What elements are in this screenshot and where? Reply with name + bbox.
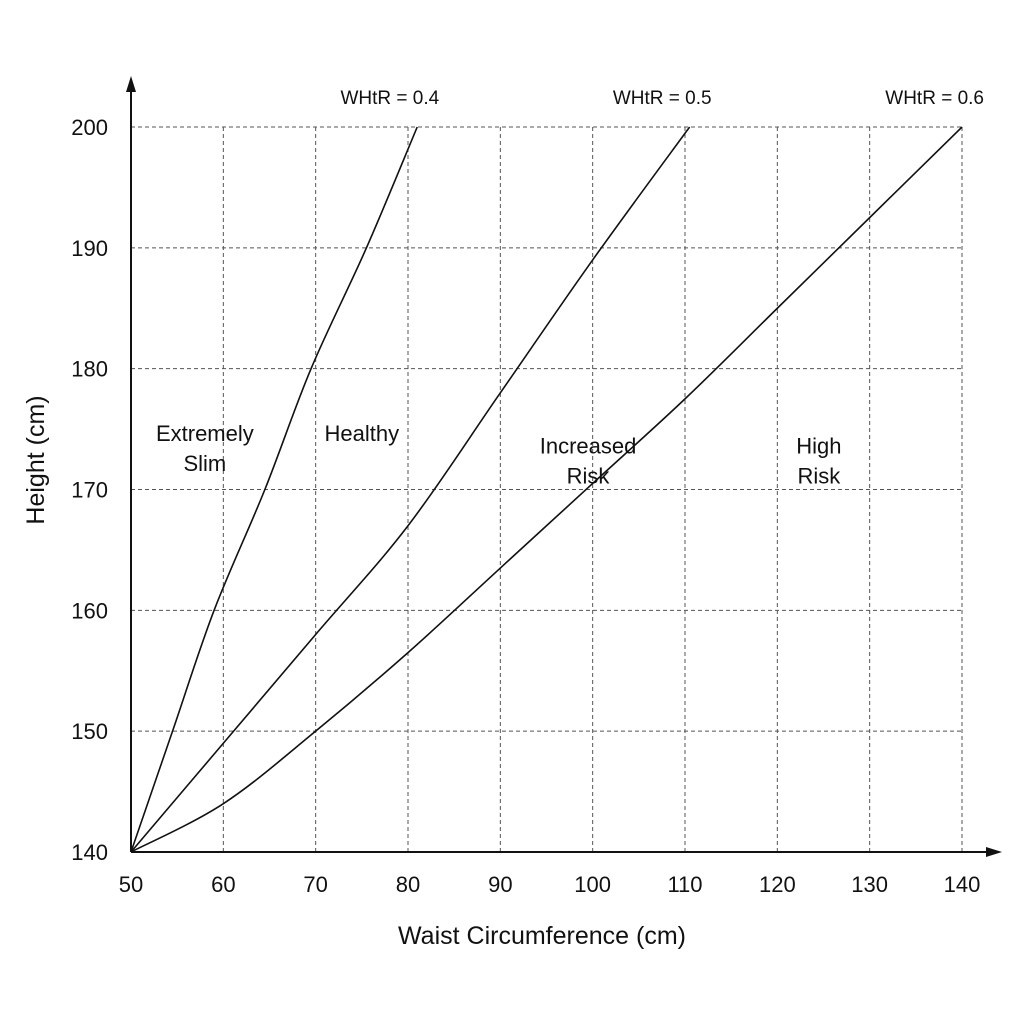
y-axis-arrow-icon bbox=[126, 76, 136, 92]
x-tick-label: 100 bbox=[574, 872, 611, 897]
x-tick-label: 130 bbox=[851, 872, 888, 897]
tick-labels: 50 60 70 80 90 100 110 120 130 140 140 150 160 170 180… bbox=[71, 115, 980, 897]
zone-label-4: High Risk bbox=[796, 433, 841, 488]
zone-label-1: Extremely Slim bbox=[156, 421, 254, 476]
series-label-1: WHtR = 0.4 bbox=[340, 88, 439, 109]
series-line-2 bbox=[130, 126, 691, 853]
series-labels: WHtR = 0.4 WHtR = 0.5 WHtR = 0.6 bbox=[340, 88, 984, 109]
y-axis-title: Height (cm) bbox=[22, 395, 50, 524]
x-tick-label: 90 bbox=[488, 872, 512, 897]
x-tick-label: 70 bbox=[303, 872, 327, 897]
x-axis-title: Waist Circumference (cm) bbox=[398, 922, 686, 950]
y-tick-label: 140 bbox=[71, 840, 108, 865]
series-line-3 bbox=[130, 126, 963, 853]
zone-label-3: Increased Risk bbox=[540, 433, 637, 488]
x-axis-arrow-icon bbox=[986, 847, 1002, 857]
x-tick-label: 120 bbox=[759, 872, 796, 897]
x-tick-label: 110 bbox=[667, 872, 702, 897]
y-tick-label: 170 bbox=[71, 478, 108, 503]
y-tick-label: 180 bbox=[71, 357, 108, 382]
zone-labels: Extremely Slim Healthy Increased Risk High Ris… bbox=[156, 421, 842, 488]
x-tick-label: 140 bbox=[944, 872, 981, 897]
series-line-1 bbox=[130, 126, 418, 853]
x-tick-label: 50 bbox=[119, 872, 143, 897]
y-tick-label: 150 bbox=[71, 719, 108, 744]
grid bbox=[131, 126, 963, 852]
series-label-2: WHtR = 0.5 bbox=[613, 88, 712, 109]
y-tick-label: 200 bbox=[71, 115, 108, 140]
y-tick-label: 160 bbox=[71, 598, 108, 623]
y-tick-label: 190 bbox=[71, 236, 108, 261]
x-tick-label: 80 bbox=[396, 872, 420, 897]
curves bbox=[130, 126, 963, 853]
zone-label-2: Healthy bbox=[325, 421, 400, 446]
axes bbox=[126, 76, 1002, 857]
series-label-3: WHtR = 0.6 bbox=[885, 88, 984, 109]
x-tick-label: 60 bbox=[211, 872, 235, 897]
